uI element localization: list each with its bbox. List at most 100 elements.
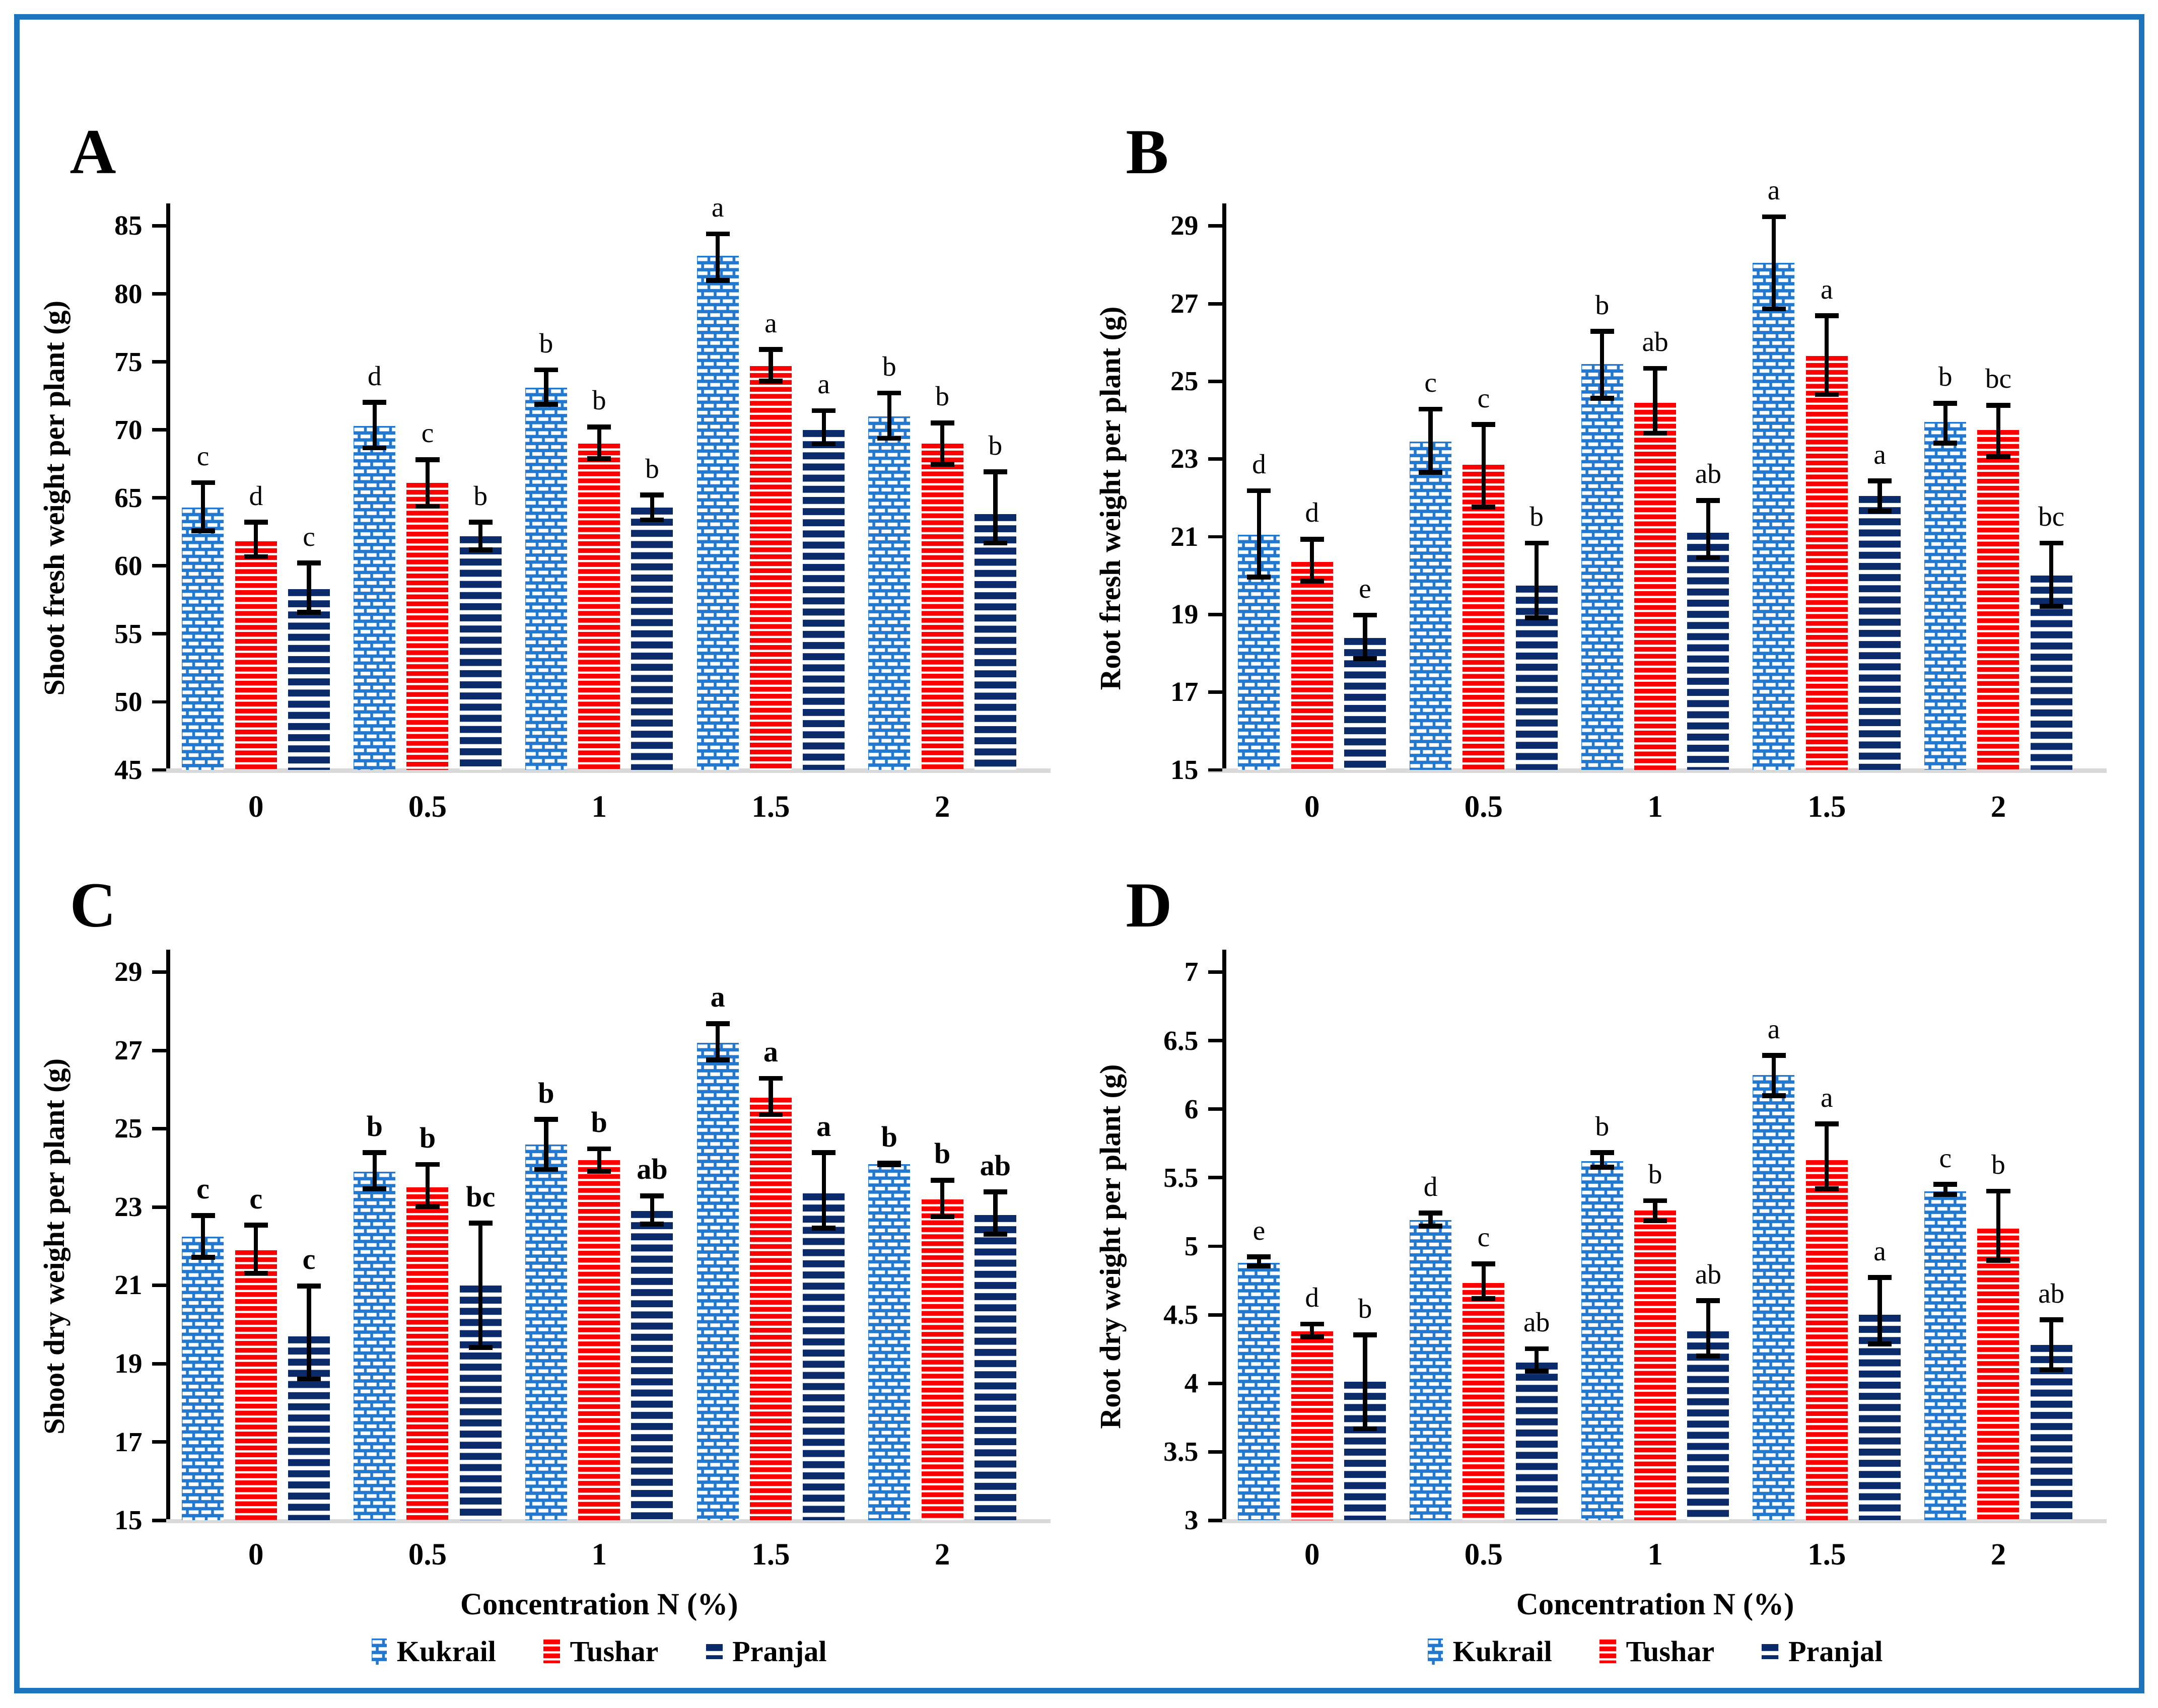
bar-slot: ab xyxy=(1687,226,1729,770)
error-bar-cap-bottom xyxy=(1353,656,1377,661)
significance-letter: ab xyxy=(2038,1277,2065,1309)
bar-pattern-fill xyxy=(525,1144,567,1521)
error-bar-cap-bottom xyxy=(1815,392,1839,397)
error-bar-cap-bottom xyxy=(1524,615,1549,620)
error-bar-cap-bottom xyxy=(758,379,783,384)
bar-tushar xyxy=(578,1160,620,1521)
significance-letter: b xyxy=(934,1137,951,1170)
bar-slot: a xyxy=(1858,226,1901,770)
legend: Kukrail Tushar Pranjal xyxy=(170,1634,1028,1668)
error-bar-cap-bottom xyxy=(415,1204,440,1209)
y-tick-mark xyxy=(1208,302,1222,306)
error-bar-stem xyxy=(716,1021,720,1062)
error-bar xyxy=(1696,497,1720,560)
error-bar-stem xyxy=(1363,612,1367,661)
error-bar-stem xyxy=(254,1223,258,1276)
error-bar-stem xyxy=(821,1150,826,1231)
error-bar-cap-bottom xyxy=(1524,1369,1549,1374)
x-category-label: 0.5 xyxy=(1464,790,1503,824)
significance-letter: b xyxy=(539,328,553,359)
bar-groups: e d b d c ab b b ab a a a c b ab xyxy=(1226,972,2084,1521)
error-bar-stem xyxy=(425,457,430,509)
error-bar-cap-bottom xyxy=(1590,396,1614,401)
error-bar xyxy=(468,1221,493,1350)
error-bar-stem xyxy=(1825,313,1829,397)
y-tick-labels: 15 17 19 21 23 25 27 29 xyxy=(1126,210,1212,785)
y-tick-mark xyxy=(152,428,166,432)
bar-pattern-fill xyxy=(182,1236,224,1521)
error-bar xyxy=(1247,488,1271,580)
bar-slot: a xyxy=(803,972,845,1521)
plot-area: c c c b b bc b b ab a a a b b ab xyxy=(152,950,1051,1523)
significance-letter: c xyxy=(196,441,210,472)
y-tick-mark xyxy=(152,768,166,772)
error-bar xyxy=(2039,540,2063,609)
error-bar-cap-bottom xyxy=(1933,1192,1958,1197)
bar-pattern-fill xyxy=(1634,402,1677,770)
error-bar-cap-bottom xyxy=(1762,1093,1786,1099)
error-bar-cap-bottom xyxy=(1986,454,2010,459)
bar-slot: b xyxy=(1977,972,2020,1521)
y-tick-label: 15 xyxy=(1170,754,1199,785)
error-bar-stem xyxy=(1257,1254,1262,1268)
y-tick-label: 60 xyxy=(114,550,143,581)
x-category-label: 1.5 xyxy=(751,1537,790,1572)
error-bar-stem xyxy=(372,400,377,451)
bar-group-1: b b ab xyxy=(1569,972,1741,1521)
bar-slot: b xyxy=(406,972,449,1521)
bar-slot: c xyxy=(288,226,330,770)
error-bar-stem xyxy=(1825,1121,1829,1192)
bar-pranjal xyxy=(1515,1363,1558,1521)
bar-kukrail xyxy=(1410,441,1452,770)
significance-letter: c xyxy=(421,417,434,449)
y-tick-label: 17 xyxy=(114,1426,143,1457)
x-category-label: 1 xyxy=(1647,790,1663,824)
plot-area: c d c d c b b b b a a a b b b xyxy=(152,192,1051,773)
error-bar-stem xyxy=(650,1193,655,1227)
legend: Kukrail Tushar Pranjal xyxy=(1226,1634,2084,1668)
legend-item-tushar: Tushar xyxy=(1599,1634,1714,1668)
legend-label: Kukrail xyxy=(1452,1635,1552,1668)
bar-slot: bc xyxy=(1977,226,2020,770)
x-axis-baseline xyxy=(1208,768,2107,773)
error-bar xyxy=(1419,406,1443,475)
y-tick-label: 6 xyxy=(1184,1093,1199,1124)
bar-slot: a xyxy=(1753,175,1795,770)
bar-group-0.5: d c ab xyxy=(1398,972,1570,1521)
bar-slot: a xyxy=(697,972,739,1521)
x-category-label: 0.5 xyxy=(408,1537,447,1572)
error-bar xyxy=(812,1150,836,1231)
bar-pattern-fill xyxy=(974,514,1016,770)
error-bar-stem xyxy=(597,424,601,461)
bar-kukrail xyxy=(1410,1220,1452,1521)
error-bar xyxy=(758,347,783,384)
y-tick-label: 17 xyxy=(1170,676,1199,707)
error-bar-stem xyxy=(940,1177,945,1219)
tushar-swatch-icon xyxy=(1599,1640,1617,1664)
y-tick-mark xyxy=(1208,1244,1222,1248)
bar-slot: a xyxy=(749,972,792,1521)
bar-slot: bc xyxy=(2030,226,2072,770)
x-category-label: 0.5 xyxy=(1464,1537,1503,1572)
error-bar-cap-bottom xyxy=(415,504,440,509)
bar-slot: ab xyxy=(1687,972,1729,1521)
error-bar xyxy=(1933,1182,1958,1197)
y-tick-mark xyxy=(1208,535,1222,539)
significance-letter: c xyxy=(196,1172,210,1205)
error-bar-stem xyxy=(1481,1261,1486,1301)
y-tick-mark xyxy=(1208,690,1222,694)
y-tick-mark xyxy=(152,1048,166,1052)
y-tick-mark xyxy=(152,1362,166,1366)
bar-slot: b xyxy=(1634,972,1677,1521)
error-bar-stem xyxy=(478,520,483,552)
error-bar xyxy=(930,420,954,467)
significance-letter: b xyxy=(473,480,488,511)
x-category-label: 1 xyxy=(1647,1537,1663,1572)
bar-pranjal xyxy=(1687,1331,1729,1521)
error-bar-cap-bottom xyxy=(1643,431,1667,436)
significance-letter: c xyxy=(1477,382,1490,413)
y-tick-label: 27 xyxy=(114,1034,143,1065)
error-bar-stem xyxy=(1996,402,2001,459)
y-axis-title: Shoot fresh weight per plant (g) xyxy=(38,300,71,696)
